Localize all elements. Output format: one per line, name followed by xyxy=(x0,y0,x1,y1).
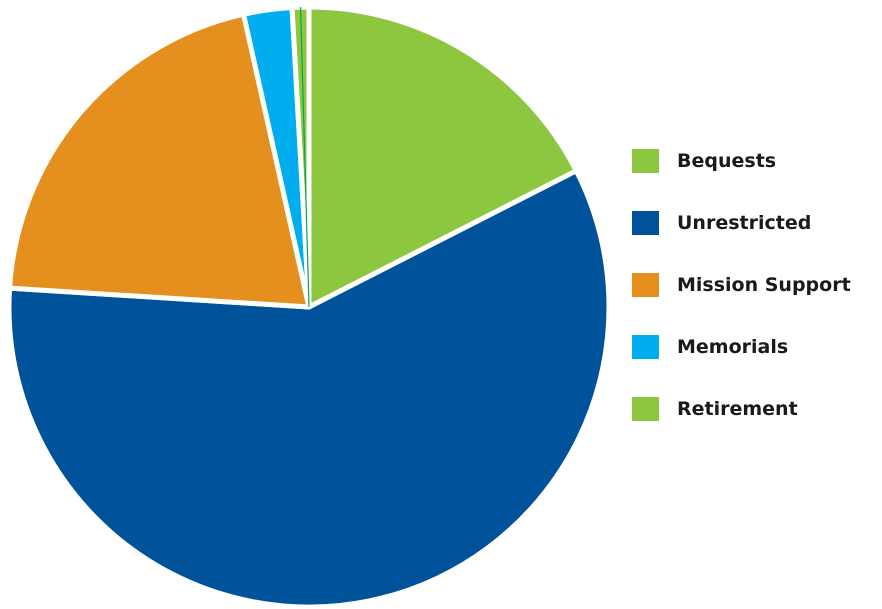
legend-swatch-retirement xyxy=(632,397,659,421)
legend-item-mission-support: Mission Support xyxy=(632,270,882,300)
legend-item-retirement: Retirement xyxy=(632,394,882,424)
legend-item-memorials: Memorials xyxy=(632,332,882,362)
legend-label-retirement: Retirement xyxy=(677,398,798,420)
pie-slices xyxy=(6,4,612,609)
legend-label-bequests: Bequests xyxy=(677,150,777,172)
pie-slice-retirement-edge xyxy=(299,7,310,308)
legend-label-memorials: Memorials xyxy=(677,336,789,358)
legend-swatch-memorials xyxy=(632,335,659,359)
legend-item-unrestricted: Unrestricted xyxy=(632,208,882,238)
legend-swatch-unrestricted xyxy=(632,211,659,235)
legend-label-unrestricted: Unrestricted xyxy=(677,212,812,234)
legend-label-mission-support: Mission Support xyxy=(677,274,851,296)
pie-slice-retirement xyxy=(289,4,312,310)
pie-chart xyxy=(6,4,612,609)
pie-slice-bequests xyxy=(306,4,579,310)
legend: Bequests Unrestricted Mission Support Me… xyxy=(632,146,882,456)
legend-swatch-bequests xyxy=(632,149,659,173)
legend-swatch-mission-support xyxy=(632,273,659,297)
pie-slice-unrestricted xyxy=(6,168,612,609)
pie-slice-mission-support xyxy=(7,11,312,310)
legend-item-bequests: Bequests xyxy=(632,146,882,176)
